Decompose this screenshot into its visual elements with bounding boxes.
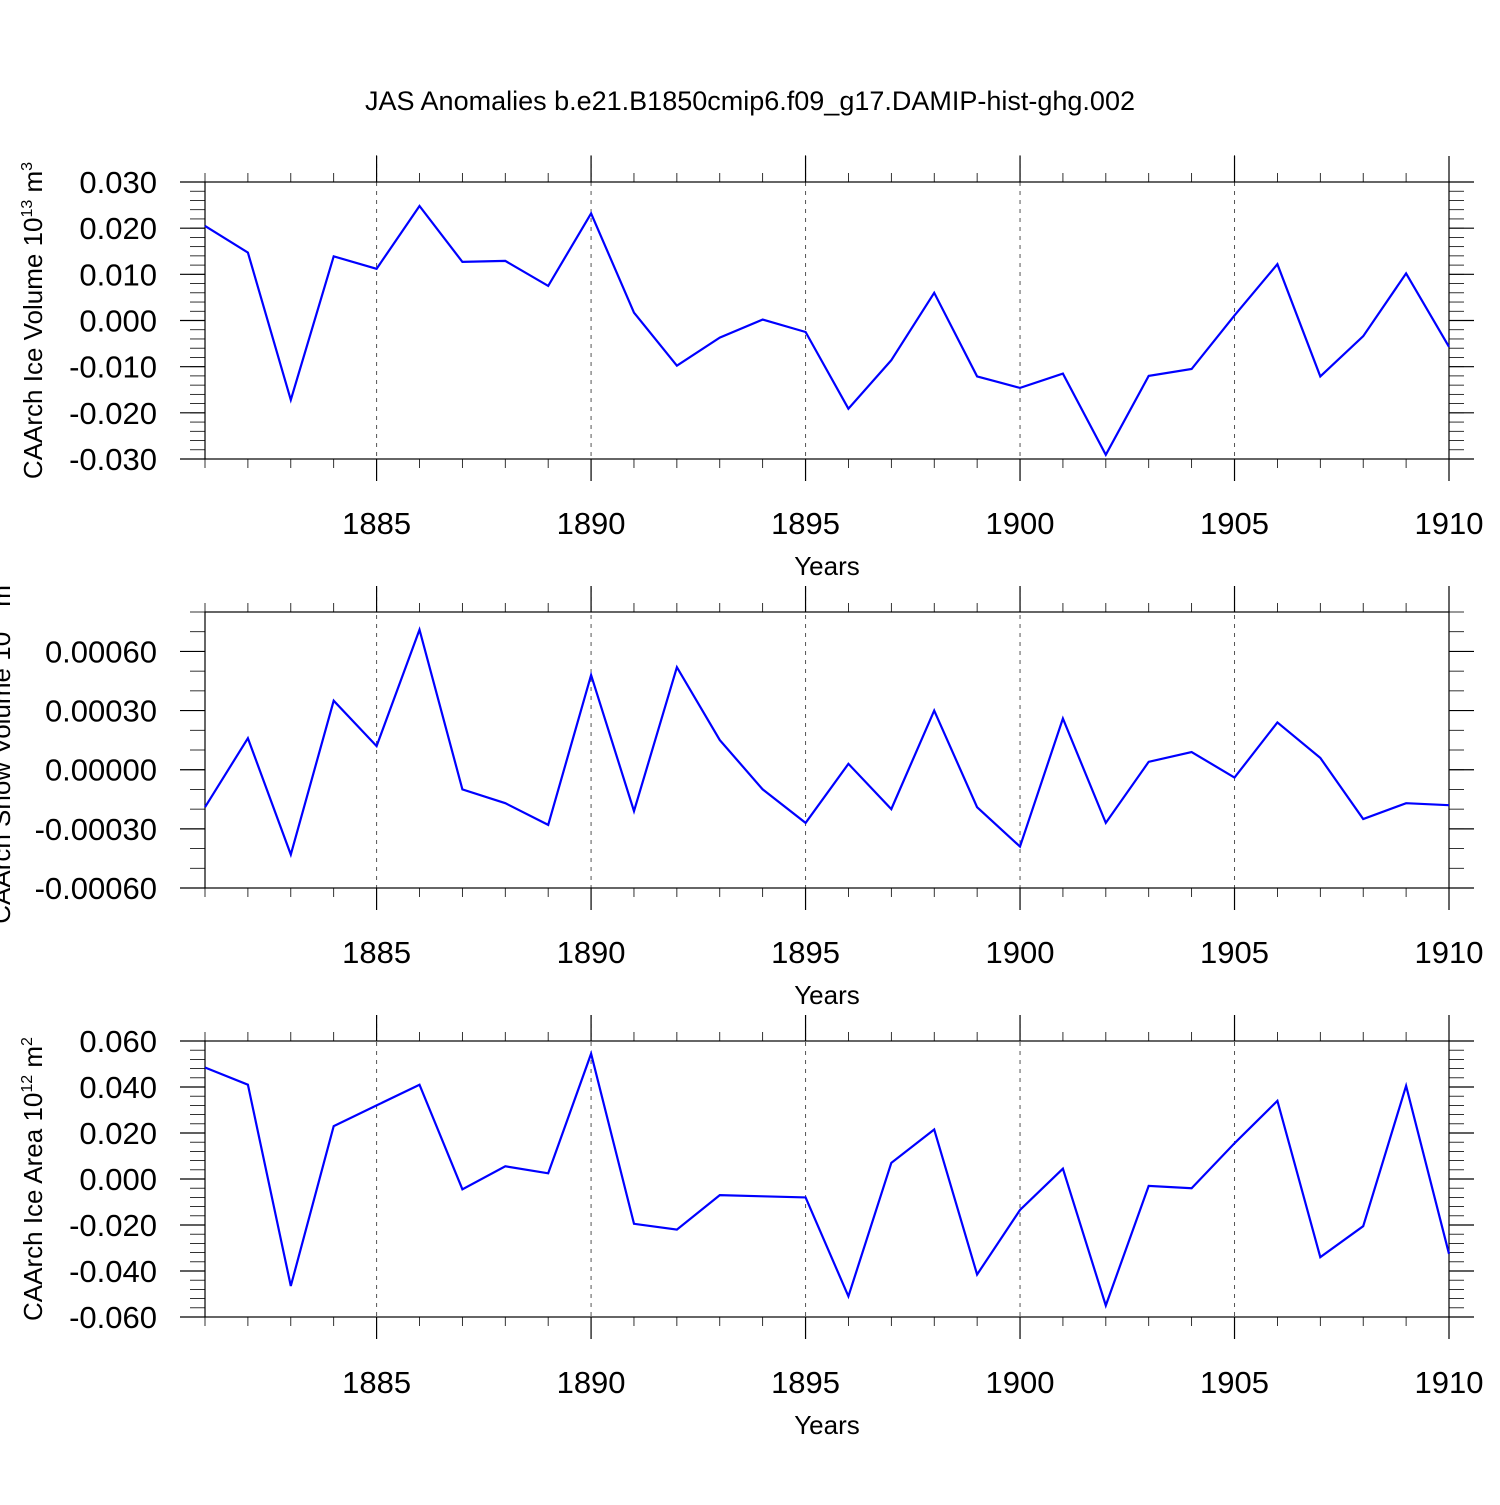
plot-frame <box>205 182 1449 459</box>
x-tick-label: 1905 <box>1200 1365 1269 1400</box>
x-axis-title: Years <box>794 980 860 1010</box>
x-tick-label: 1895 <box>771 1365 840 1400</box>
x-tick-label: 1905 <box>1200 935 1269 970</box>
y-tick-label: 0.040 <box>79 1070 157 1105</box>
x-tick-label: 1905 <box>1200 506 1269 541</box>
x-tick-label: 1895 <box>771 506 840 541</box>
x-axis-title: Years <box>794 551 860 581</box>
y-axis-title: CAArch Ice Volume 1013 m3 <box>18 162 48 479</box>
panel-ice-volume: 0.030 0.020 0.010 0.000 -0.010 -0.020 -0.030 18… <box>18 155 1483 581</box>
plot-frame <box>205 612 1449 888</box>
x-tick-label: 1900 <box>986 506 1055 541</box>
y-tick-label: 0.020 <box>79 211 157 246</box>
plot-frame <box>205 1041 1449 1317</box>
x-tick-label: 1890 <box>557 1365 626 1400</box>
x-tick-label: 1900 <box>986 935 1055 970</box>
x-tick-label: 1890 <box>557 506 626 541</box>
y-tick-label: 0.00000 <box>45 753 157 788</box>
series-line-snow-volume <box>205 630 1449 855</box>
y-tick-label: -0.030 <box>69 442 157 477</box>
panel-ice-area: 0.060 0.040 0.020 0.000 -0.020 -0.040 -0.060 18… <box>18 1015 1483 1440</box>
y-tick-label: 0.000 <box>79 1162 157 1197</box>
chart-title: JAS Anomalies b.e21.B1850cmip6.f09_g17.D… <box>365 86 1135 116</box>
y-tick-label: 0.010 <box>79 257 157 292</box>
x-tick-label: 1910 <box>1415 506 1484 541</box>
y-tick-label: -0.040 <box>69 1254 157 1289</box>
x-tick-label: 1895 <box>771 935 840 970</box>
x-axis-title: Years <box>794 1410 860 1440</box>
x-tick-label: 1910 <box>1415 935 1484 970</box>
y-tick-label: 0.00030 <box>45 694 157 729</box>
y-tick-label: 0.030 <box>79 165 157 200</box>
y-tick-label: -0.060 <box>69 1300 157 1335</box>
series-line-ice-area <box>205 1054 1449 1306</box>
y-axis-title: CAArch Ice Area 1012 m2 <box>18 1037 48 1321</box>
y-tick-label: -0.010 <box>69 350 157 385</box>
series-line-ice-volume <box>205 206 1449 455</box>
y-tick-label: -0.020 <box>69 396 157 431</box>
y-tick-label: -0.020 <box>69 1208 157 1243</box>
x-tick-label: 1885 <box>342 1365 411 1400</box>
x-tick-label: 1900 <box>986 1365 1055 1400</box>
x-tick-label: 1890 <box>557 935 626 970</box>
panel-snow-volume: 0.00060 0.00030 0.00000 -0.00030 -0.00060 188… <box>0 576 1483 1010</box>
y-tick-label: -0.00030 <box>35 812 157 847</box>
y-tick-label: 0.060 <box>79 1024 157 1059</box>
y-axis-title: CAArch Snow Volume 1013 m3 <box>0 576 16 924</box>
x-tick-label: 1885 <box>342 935 411 970</box>
y-tick-label: -0.00060 <box>35 871 157 906</box>
x-tick-label: 1885 <box>342 506 411 541</box>
x-tick-label: 1910 <box>1415 1365 1484 1400</box>
y-tick-label: 0.000 <box>79 304 157 339</box>
y-tick-label: 0.00060 <box>45 634 157 669</box>
y-tick-label: 0.020 <box>79 1116 157 1151</box>
